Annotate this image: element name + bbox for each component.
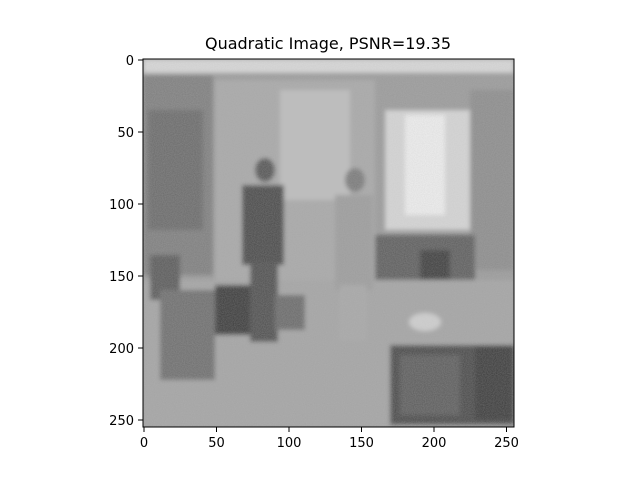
grayscale-image: [143, 59, 514, 427]
x-axis: 0 50 100 150 200 250: [140, 427, 519, 451]
axes-frame: [142, 58, 515, 428]
y-axis: 0 50 100 150 200 250: [109, 54, 143, 429]
figure-title: Quadratic Image, PSNR=19.35: [205, 34, 451, 53]
y-tick-label: 100: [109, 198, 134, 213]
x-tick-label: 250: [494, 436, 519, 451]
y-tick-label: 0: [126, 54, 134, 69]
x-tick-label: 50: [208, 436, 225, 451]
x-tick-label: 0: [140, 436, 148, 451]
x-tick-label: 150: [349, 436, 374, 451]
x-tick-label: 100: [277, 436, 302, 451]
y-tick-label: 200: [109, 342, 134, 357]
x-tick-label: 200: [422, 436, 447, 451]
y-tick-label: 150: [109, 270, 134, 285]
y-tick-label: 50: [117, 126, 134, 141]
y-tick-label: 250: [109, 414, 134, 429]
